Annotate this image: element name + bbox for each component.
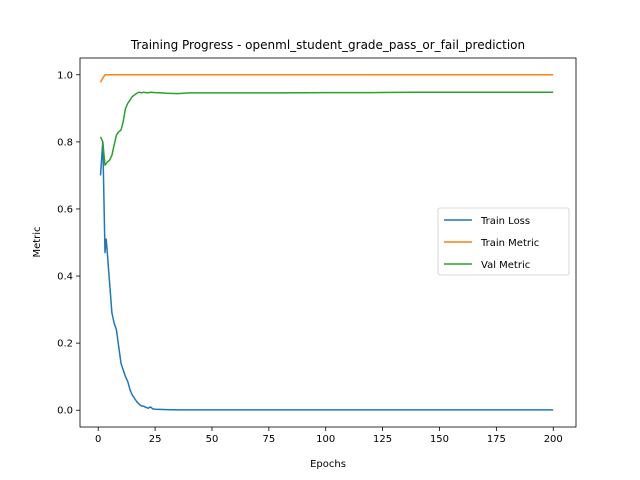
x-tick-label: 75 bbox=[262, 434, 275, 445]
series-line-2 bbox=[99, 91, 554, 167]
y-tick-label: 0.4 bbox=[57, 272, 73, 283]
x-tick-label: 200 bbox=[544, 434, 563, 445]
x-tick-label: 150 bbox=[430, 434, 449, 445]
x-tick-label: 50 bbox=[206, 434, 219, 445]
series-line-1 bbox=[99, 74, 554, 83]
x-tick-label: 175 bbox=[487, 434, 506, 445]
y-tick-label: 0.0 bbox=[57, 406, 73, 417]
series-line-0 bbox=[99, 141, 554, 411]
plot-area bbox=[79, 57, 577, 428]
legend-label: Train Loss bbox=[480, 216, 530, 227]
legend-box bbox=[437, 207, 570, 276]
x-tick-label: 25 bbox=[149, 434, 162, 445]
chart-title: Training Progress - openml_student_grade… bbox=[130, 38, 525, 52]
x-axis-label: Epochs bbox=[310, 459, 346, 470]
x-axis-ticks: 0 25 50 75 100 125 150 175 200 bbox=[95, 427, 563, 445]
legend-label: Val Metric bbox=[481, 260, 530, 271]
y-tick-label: 0.8 bbox=[57, 137, 73, 148]
y-axis-ticks: 0.0 0.2 0.4 0.6 0.8 1.0 bbox=[57, 70, 80, 417]
x-tick-label: 0 bbox=[95, 434, 101, 445]
y-tick-label: 1.0 bbox=[57, 70, 73, 81]
y-tick-label: 0.6 bbox=[57, 204, 73, 215]
y-tick-label: 0.2 bbox=[57, 339, 73, 350]
legend-label: Train Metric bbox=[480, 238, 539, 249]
x-tick-label: 100 bbox=[316, 434, 335, 445]
x-tick-label: 125 bbox=[373, 434, 392, 445]
y-axis-label: Metric bbox=[32, 226, 43, 257]
axes-frame bbox=[79, 57, 577, 428]
legend: Train Loss Train Metric Val Metric bbox=[437, 207, 570, 276]
